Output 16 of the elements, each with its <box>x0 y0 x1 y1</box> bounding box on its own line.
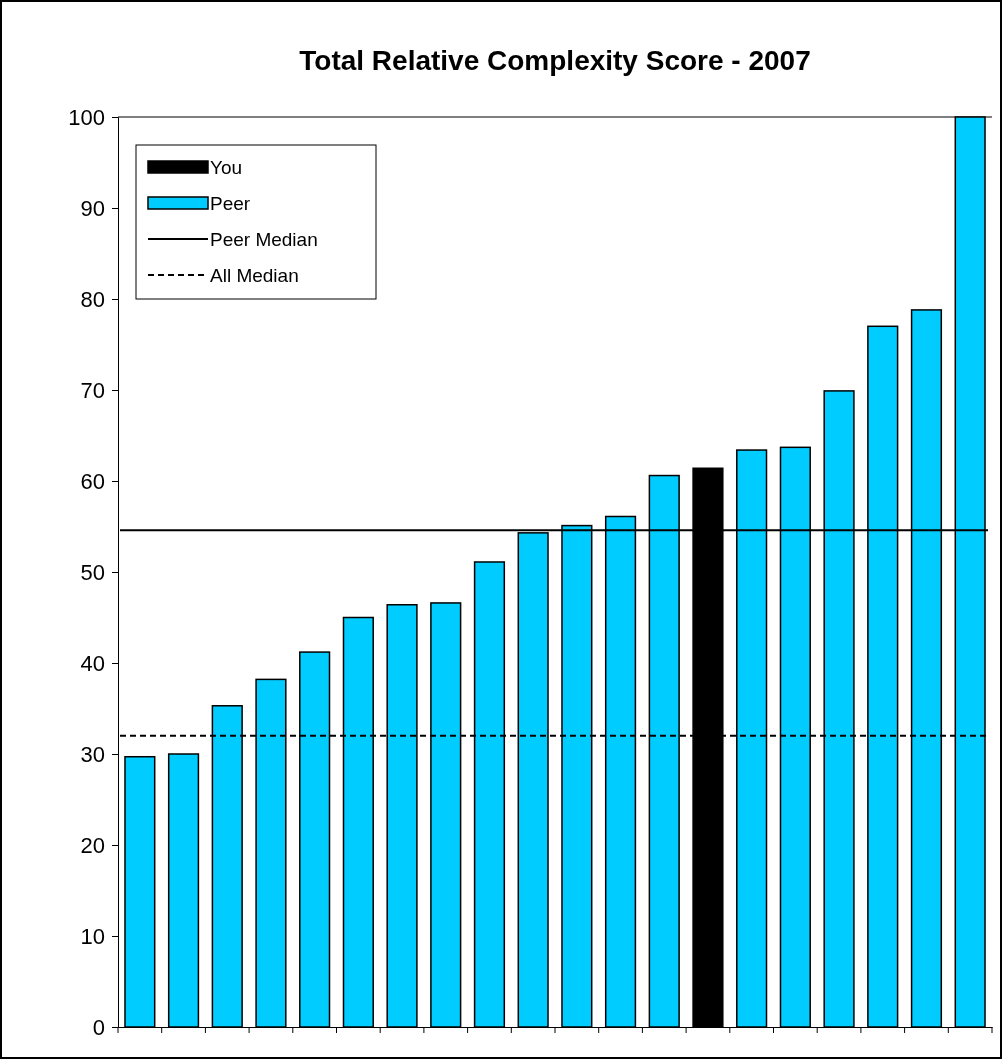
legend-label: You <box>210 157 243 178</box>
y-tick-label: 10 <box>80 923 105 949</box>
y-tick-label: 20 <box>80 832 105 858</box>
y-tick-label: 80 <box>80 286 105 312</box>
legend-label: All Median <box>210 265 299 286</box>
legend-label: Peer Median <box>210 229 318 250</box>
y-tick-label: 70 <box>80 377 105 403</box>
y-tick-label: 40 <box>80 650 105 676</box>
y-tick-label: 50 <box>80 559 105 585</box>
y-tick-label: 100 <box>68 104 105 130</box>
legend-label: Peer <box>210 193 251 214</box>
y-tick-label: 30 <box>80 741 105 767</box>
chart-title: Total Relative Complexity Score - 2007 <box>299 45 811 76</box>
y-tick-label: 0 <box>92 1014 105 1040</box>
y-tick-label: 90 <box>80 195 105 221</box>
y-tick-label: 60 <box>80 468 105 494</box>
